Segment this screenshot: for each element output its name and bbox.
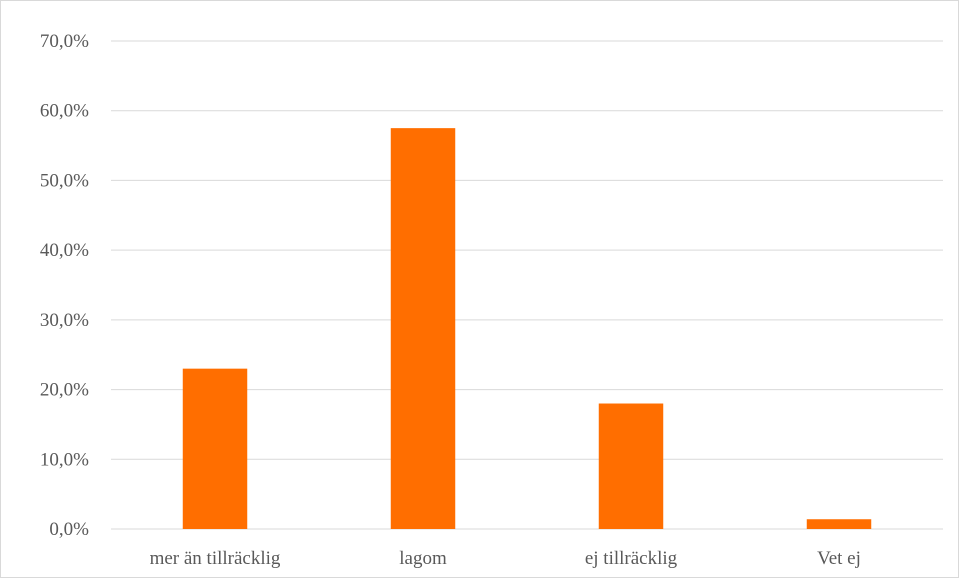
- bars: [182, 128, 872, 529]
- y-tick-label: 20,0%: [40, 380, 89, 401]
- bar: [390, 128, 456, 529]
- gridlines: [111, 40, 943, 530]
- x-category-label: ej tillräcklig: [585, 548, 678, 569]
- y-tick-label: 40,0%: [40, 240, 89, 261]
- bar: [182, 368, 248, 529]
- y-tick-label: 0,0%: [49, 519, 89, 540]
- bar: [806, 519, 872, 529]
- y-tick-label: 50,0%: [40, 170, 89, 191]
- y-tick-label: 10,0%: [40, 449, 89, 470]
- x-category-label: mer än tillräcklig: [150, 548, 281, 569]
- x-category-label: lagom: [399, 548, 447, 569]
- y-tick-label: 60,0%: [40, 101, 89, 122]
- bar: [598, 403, 664, 529]
- x-category-label: Vet ej: [817, 548, 861, 569]
- y-tick-label: 30,0%: [40, 310, 89, 331]
- y-axis-tick-labels: 0,0% 10,0% 20,0% 30,0% 40,0% 50,0% 60,0% 70,0%: [40, 31, 89, 540]
- x-axis-category-labels: mer än tillräcklig lagom ej tillräcklig Vet…: [150, 548, 861, 569]
- y-tick-label: 70,0%: [40, 31, 89, 52]
